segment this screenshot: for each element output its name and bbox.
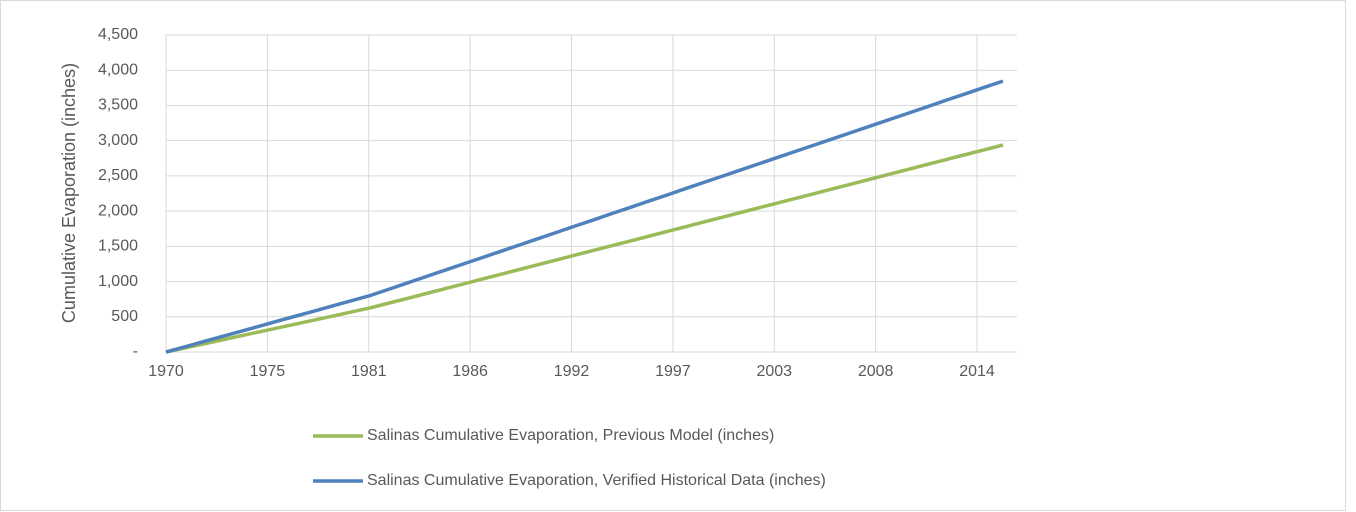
x-tick-label: 1992 — [554, 363, 590, 380]
y-tick-label: 4,500 — [98, 26, 138, 43]
y-tick-label: 3,000 — [98, 132, 138, 149]
x-tick-label: 2014 — [959, 363, 995, 380]
y-tick-label: - — [133, 343, 138, 360]
y-axis-label: Cumulative Evaporation (inches) — [59, 63, 79, 323]
x-tick-label: 1997 — [655, 363, 691, 380]
x-tick-label: 1975 — [250, 363, 286, 380]
x-tick-label: 2008 — [858, 363, 894, 380]
x-tick-label: 1981 — [351, 363, 387, 380]
x-tick-label: 2003 — [756, 363, 792, 380]
y-tick-label: 3,500 — [98, 97, 138, 114]
data-line — [165, 143, 1004, 354]
legend-label: Salinas Cumulative Evaporation, Verified… — [367, 472, 826, 489]
x-tick-label: 1970 — [148, 363, 184, 380]
x-tick-label: 1986 — [452, 363, 488, 380]
data-line — [165, 79, 1004, 354]
y-tick-label: 500 — [111, 308, 138, 325]
y-tick-label: 1,000 — [98, 273, 138, 290]
legend-label: Salinas Cumulative Evaporation, Previous… — [367, 427, 774, 444]
y-tick-label: 2,500 — [98, 167, 138, 184]
y-tick-label: 2,000 — [98, 202, 138, 219]
y-tick-label: 4,000 — [98, 61, 138, 78]
y-tick-label: 1,500 — [98, 238, 138, 255]
